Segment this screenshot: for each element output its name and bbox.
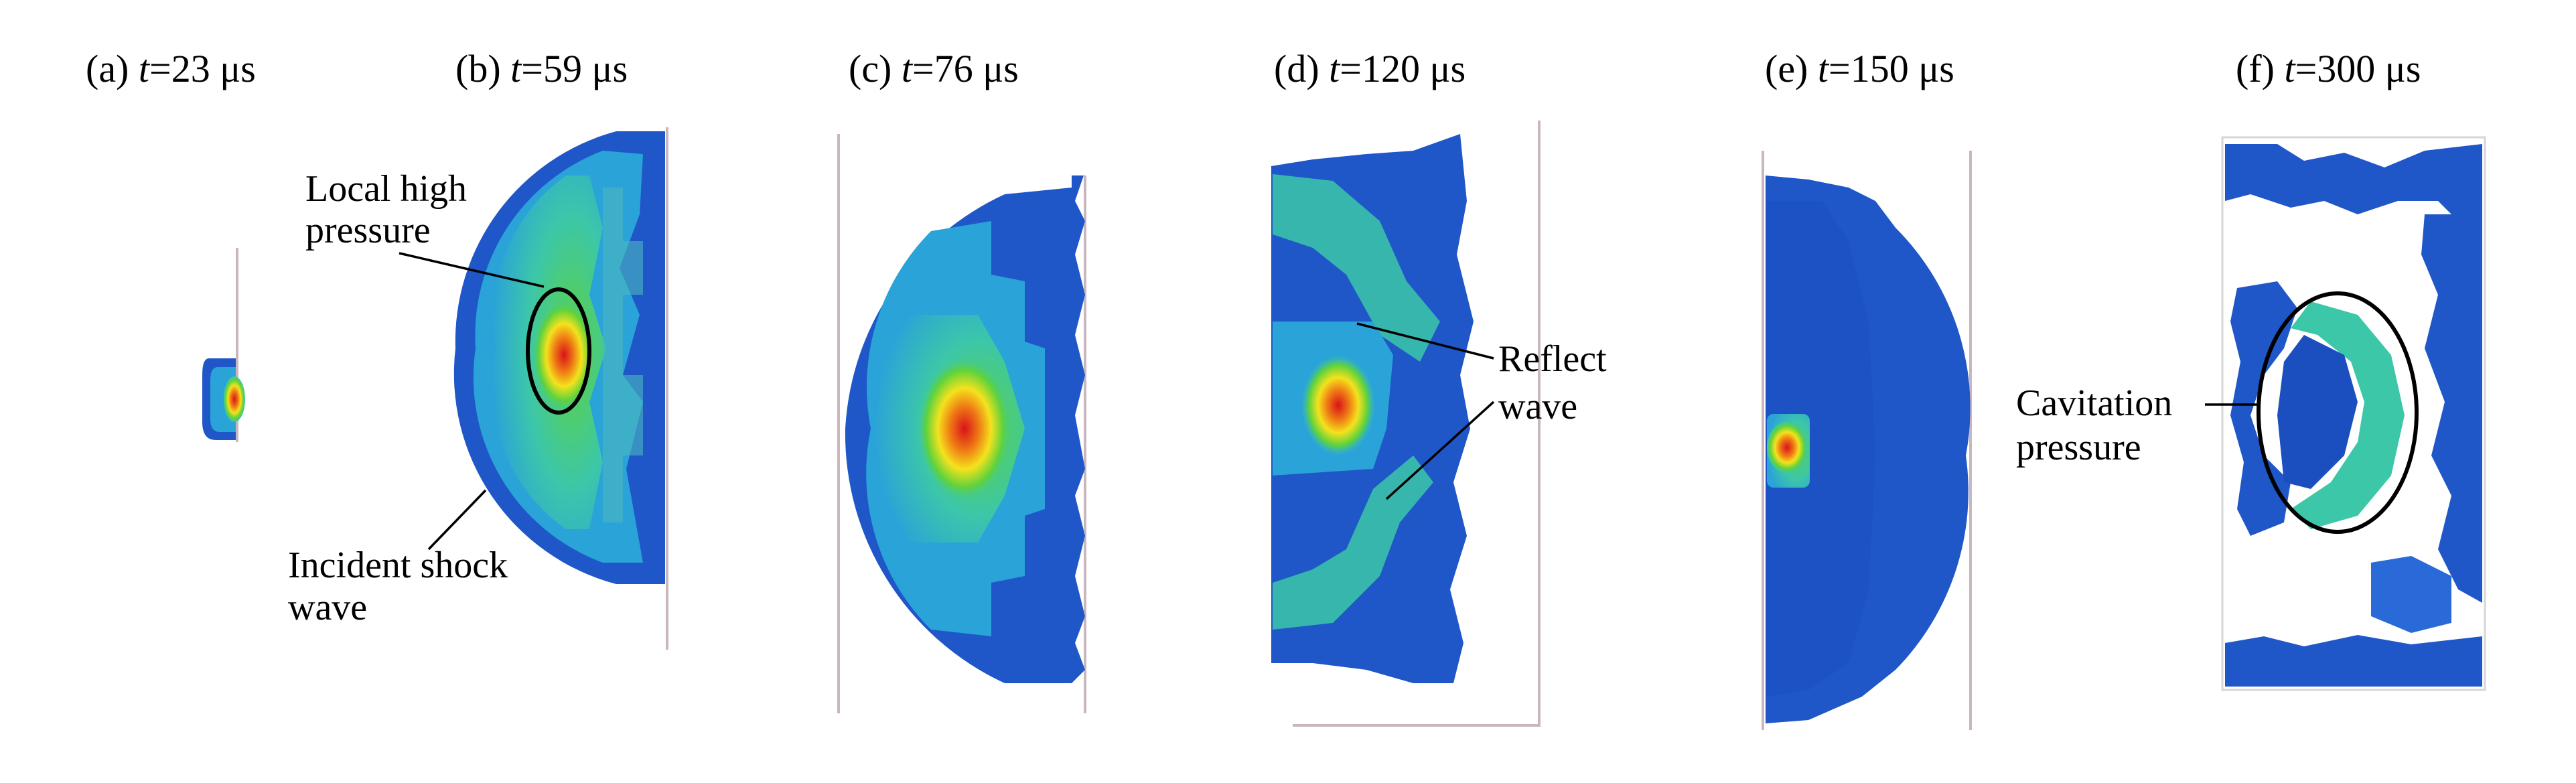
incident-shock-wave-leader xyxy=(427,489,487,551)
reflect-wave-label-line2: wave xyxy=(1498,386,1577,427)
panel-f-left-cluster xyxy=(2230,281,2297,536)
panel-e-label: (e) t=150 μs xyxy=(1765,47,1954,90)
incident-shock-wave-label-line2: wave xyxy=(288,587,367,628)
panel-d-label: (d) t=120 μs xyxy=(1274,47,1465,90)
panel-a-hot-core xyxy=(224,376,245,422)
local-high-pressure-label-line2: pressure xyxy=(305,210,431,251)
panel-f-right-band xyxy=(2421,214,2482,603)
panel-f-bottom-band xyxy=(2225,635,2482,687)
panel-f-cavitation-ring xyxy=(2291,301,2405,529)
panel-f-label: (f) t=300 μs xyxy=(2236,47,2421,90)
panel-f-boundary xyxy=(2221,136,2486,691)
panel-e-mid-band xyxy=(1766,201,1875,697)
reflect-wave-leader-upper xyxy=(1356,322,1494,360)
reflect-wave-leader-lower xyxy=(1385,401,1495,500)
panel-f-cavitation-inner xyxy=(2277,335,2358,489)
panel-d-plot xyxy=(1271,121,1541,727)
panel-b-plot xyxy=(453,127,668,650)
panel-b-steps xyxy=(603,188,643,522)
panel-b-hot-core xyxy=(532,298,596,412)
panel-d-reflect-arc-upper xyxy=(1273,174,1440,362)
panel-a-plot xyxy=(202,248,245,442)
panel-c-plot xyxy=(837,134,1086,713)
panel-e-hot-core xyxy=(1767,422,1807,473)
incident-shock-wave-label: Incident shock xyxy=(288,545,508,586)
panel-f-lower-cluster xyxy=(2371,556,2451,633)
panel-b-label: (b) t=59 μs xyxy=(455,47,628,90)
cavitation-pressure-label-line2: pressure xyxy=(2016,427,2141,468)
panel-f-annotations: Cavitation pressure xyxy=(2016,382,2259,468)
panel-f-top-band xyxy=(2225,144,2482,228)
cavitation-pressure-label: Cavitation xyxy=(2016,382,2172,424)
local-high-pressure-label: Local high xyxy=(305,168,467,210)
panel-labels: (a) t=23 μs (b) t=59 μs (c) t=76 μs (d) … xyxy=(86,47,2421,90)
panel-c-hot-core xyxy=(916,355,1013,502)
panel-d-annotations: Reflect wave xyxy=(1356,322,1607,500)
panel-b-annotations: Local high pressure Incident shock wave xyxy=(288,168,545,628)
panel-d-hot-core xyxy=(1301,355,1375,455)
panel-b-highlight-ellipse xyxy=(526,287,591,415)
panel-f-highlight-ellipse xyxy=(2257,291,2419,534)
panel-d-reflect-arc-lower xyxy=(1273,455,1433,630)
panel-e-plot xyxy=(1762,151,1972,730)
local-high-pressure-leader xyxy=(399,252,545,288)
panel-f-plot xyxy=(2221,136,2486,691)
reflect-wave-label: Reflect xyxy=(1498,338,1607,380)
panel-a-label: (a) t=23 μs xyxy=(86,47,256,90)
panel-c-label: (c) t=76 μs xyxy=(849,47,1019,90)
